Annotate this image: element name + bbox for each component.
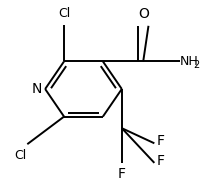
Text: Cl: Cl (58, 7, 70, 20)
Text: F: F (118, 167, 126, 178)
Text: F: F (157, 134, 165, 148)
Text: F: F (157, 154, 165, 167)
Text: 2: 2 (194, 60, 200, 70)
Text: Cl: Cl (14, 149, 26, 162)
Text: NH: NH (180, 55, 199, 68)
Text: O: O (138, 7, 149, 21)
Text: N: N (32, 82, 42, 96)
